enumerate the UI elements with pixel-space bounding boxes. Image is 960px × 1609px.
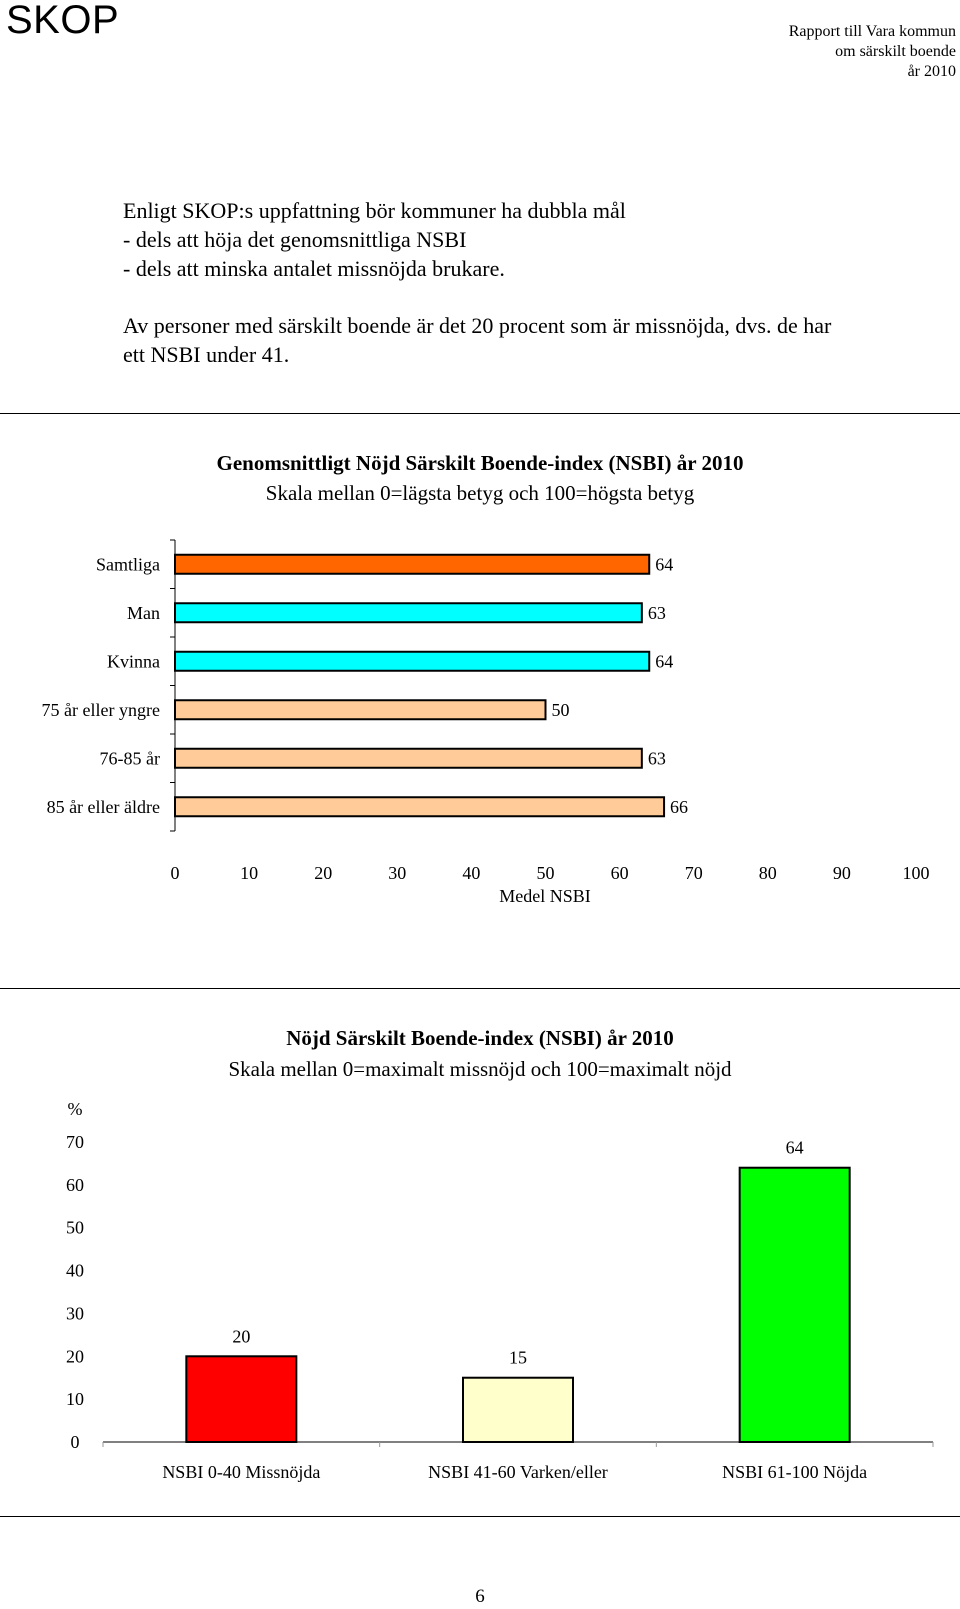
category-label: 75 år eller yngre: [42, 700, 160, 720]
chart-subtitle: Skala mellan 0=lägsta betyg och 100=högs…: [266, 481, 695, 505]
chart-top-rule: [0, 413, 960, 414]
category-label: NSBI 41-60 Varken/eller: [428, 1462, 608, 1482]
y-tick-label: 30: [66, 1303, 84, 1323]
x-tick-label: 80: [759, 863, 777, 883]
x-tick-label: 30: [388, 863, 406, 883]
y-tick-label: 40: [66, 1261, 84, 1281]
intro-text: Enligt SKOP:s uppfattning bör kommuner h…: [123, 196, 953, 369]
page-number: 6: [475, 1586, 485, 1607]
category-label: Kvinna: [107, 651, 160, 671]
bar: [174, 650, 651, 672]
y-tick-label: 10: [66, 1389, 84, 1409]
y-tick-label: 50: [66, 1218, 84, 1238]
chart-bottom-rule: [0, 1516, 960, 1517]
chart-divider-rule: [0, 988, 960, 989]
data-label: 66: [670, 797, 688, 817]
bar: [174, 699, 547, 721]
data-label: 64: [786, 1138, 804, 1158]
x-tick-label: 40: [462, 863, 480, 883]
report-meta-line: år 2010: [907, 63, 956, 80]
y-tick-label: 20: [66, 1346, 84, 1366]
nsbi-group-bar-chart: Genomsnittligt Nöjd Särskilt Boende-inde…: [42, 451, 930, 906]
data-label: 20: [232, 1326, 250, 1346]
report-meta-line: om särskilt boende: [835, 43, 956, 60]
intro-line: ett NSBI under 41.: [123, 342, 290, 367]
y-tick-label: 70: [66, 1132, 84, 1152]
x-tick-label: 20: [314, 863, 332, 883]
bar: [174, 747, 643, 769]
x-tick-label: 50: [537, 863, 555, 883]
bar: [738, 1166, 851, 1443]
nsbi-distribution-bar-chart: Nöjd Särskilt Boende-index (NSBI) år 201…: [66, 1026, 934, 1482]
data-label: 15: [509, 1348, 527, 1368]
data-label: 63: [648, 748, 666, 768]
y-axis-unit: %: [68, 1099, 83, 1119]
intro-line: Av personer med särskilt boende är det 2…: [123, 313, 832, 338]
bar: [185, 1355, 298, 1443]
chart-subtitle: Skala mellan 0=maximalt missnöjd och 100…: [228, 1057, 732, 1081]
x-axis-label: Medel NSBI: [499, 886, 591, 906]
bar: [174, 796, 666, 818]
y-tick-label: 0: [71, 1432, 80, 1452]
x-tick-label: 0: [171, 863, 180, 883]
x-tick-label: 90: [833, 863, 851, 883]
bar: [462, 1376, 574, 1444]
category-label: Samtliga: [96, 554, 160, 574]
report-meta: Rapport till Vara kommun om särskilt boe…: [636, 22, 956, 82]
y-tick-label: 60: [66, 1175, 84, 1195]
intro-line: Enligt SKOP:s uppfattning bör kommuner h…: [123, 198, 626, 223]
intro-line: - dels att minska antalet missnöjda bruk…: [123, 256, 505, 281]
x-tick-label: 60: [611, 863, 629, 883]
data-label: 64: [655, 651, 673, 671]
bar: [174, 553, 651, 575]
x-tick-label: 100: [903, 863, 930, 883]
data-label: 64: [655, 554, 673, 574]
category-label: Man: [127, 603, 160, 623]
chart-title: Genomsnittligt Nöjd Särskilt Boende-inde…: [217, 451, 744, 475]
bar: [174, 602, 643, 624]
data-label: 63: [648, 603, 666, 623]
brand-logo: SKOP: [6, 0, 120, 42]
category-label: NSBI 61-100 Nöjda: [722, 1462, 867, 1482]
x-tick-label: 70: [685, 863, 703, 883]
category-label: 85 år eller äldre: [47, 797, 160, 817]
report-meta-line: Rapport till Vara kommun: [788, 23, 956, 40]
data-label: 50: [552, 700, 570, 720]
category-label: NSBI 0-40 Missnöjda: [162, 1462, 320, 1482]
x-tick-label: 10: [240, 863, 258, 883]
intro-line: - dels att höja det genomsnittliga NSBI: [123, 227, 467, 252]
chart-title: Nöjd Särskilt Boende-index (NSBI) år 201…: [286, 1026, 674, 1050]
category-label: 76-85 år: [100, 748, 160, 768]
